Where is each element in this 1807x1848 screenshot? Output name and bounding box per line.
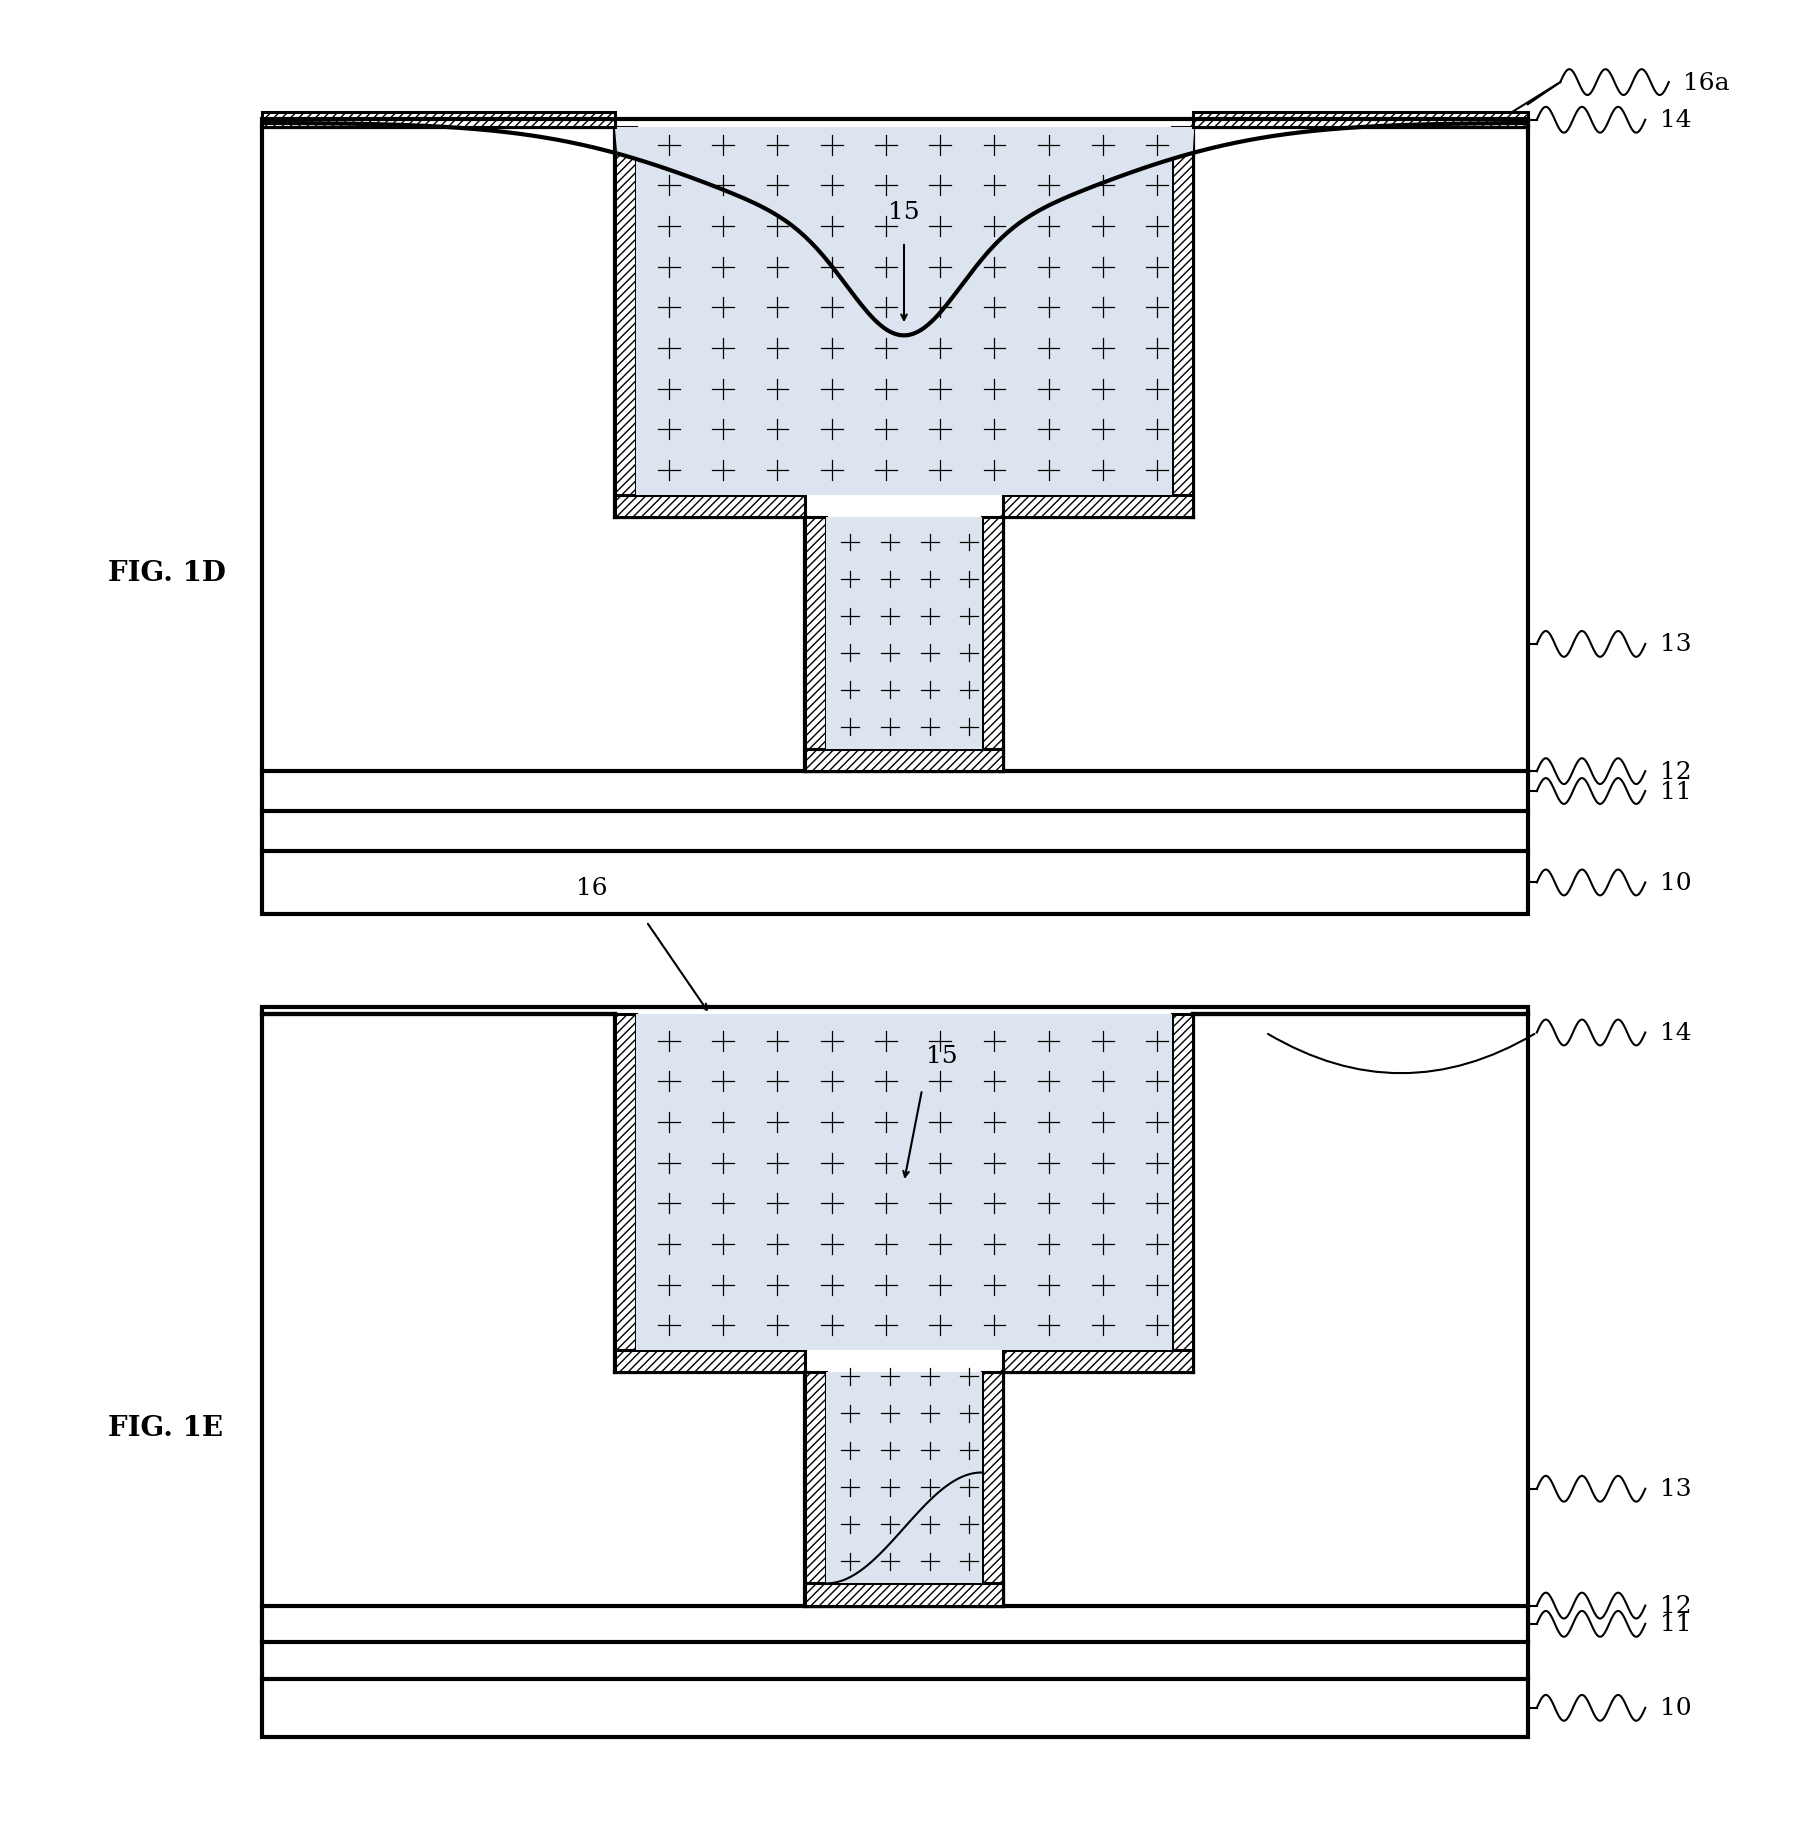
Bar [262,120,1527,915]
Bar [826,1371,981,1584]
Text: FIG. 1E: FIG. 1E [108,1414,224,1441]
Bar [1003,1349,1193,1371]
Bar [262,113,614,128]
Text: 13: 13 [1659,634,1690,656]
Text: 16a: 16a [1682,72,1729,94]
Bar [262,1007,1527,1737]
Text: 12: 12 [1659,1595,1690,1617]
Text: 14: 14 [1659,1022,1690,1044]
Bar [262,120,1527,915]
Text: 10: 10 [1659,872,1690,894]
Text: 10: 10 [1659,1696,1690,1719]
Bar [981,1371,1003,1606]
Text: 15: 15 [925,1044,956,1068]
Bar [1171,1015,1193,1371]
Bar [826,517,981,750]
Bar [804,1371,826,1606]
Bar [636,128,1171,495]
Bar [1003,495,1193,517]
Bar [981,517,1003,772]
Text: 16: 16 [576,878,607,900]
Bar [804,1584,1003,1606]
Text: 13: 13 [1659,1477,1690,1501]
Bar [636,1015,1171,1349]
Bar [614,128,636,517]
Bar [262,124,614,128]
Bar [262,1007,1527,1737]
Text: 15: 15 [887,201,920,224]
Bar [614,1349,804,1371]
Text: 14: 14 [1659,109,1690,133]
Bar [1193,124,1527,128]
Bar [804,750,1003,772]
Bar [1193,113,1527,128]
Text: FIG. 1D: FIG. 1D [108,560,226,586]
Bar [614,1015,636,1371]
Text: 12: 12 [1659,760,1690,784]
Bar [614,495,804,517]
Bar [1171,128,1193,517]
Text: 11: 11 [1659,780,1690,804]
Bar [804,517,826,772]
Text: 11: 11 [1659,1613,1690,1635]
